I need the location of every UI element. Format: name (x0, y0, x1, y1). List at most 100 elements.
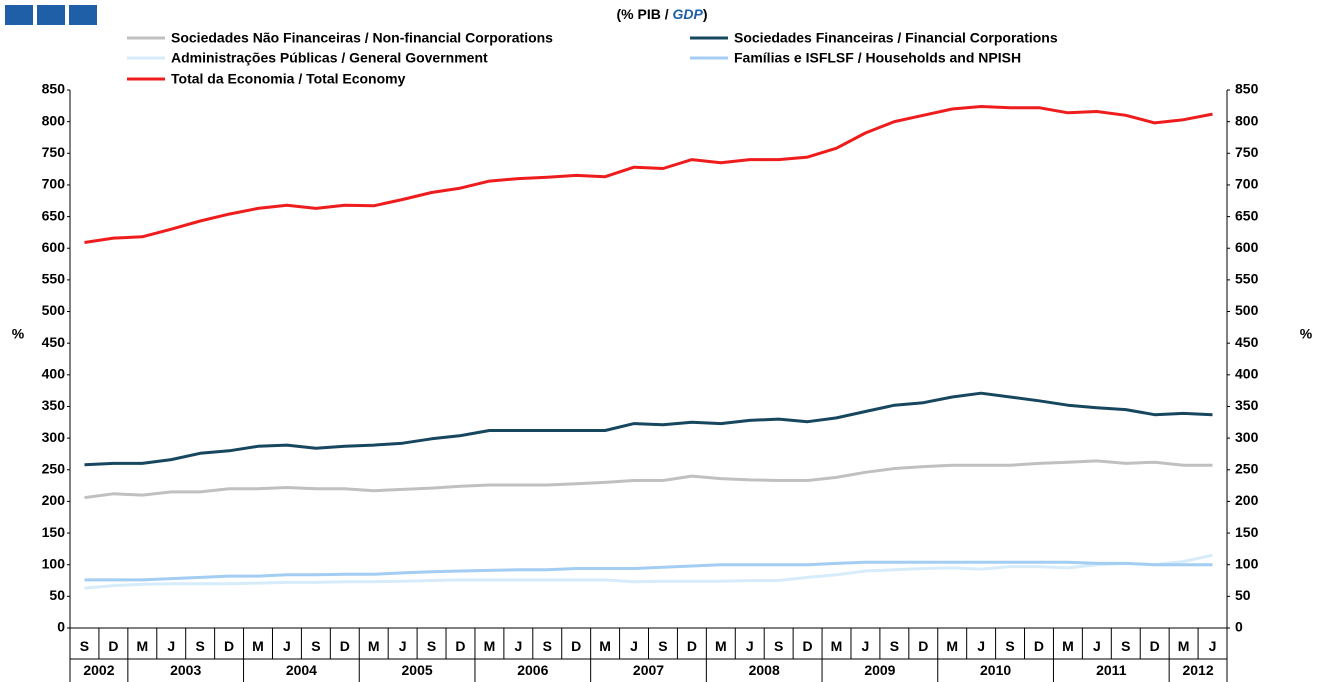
x-tick-label: D (1150, 638, 1160, 654)
year-label: 2006 (517, 662, 548, 678)
y2-tick-label: 150 (1235, 524, 1259, 540)
y-tick-label: 450 (42, 334, 66, 350)
y2-tick-label: 500 (1235, 302, 1259, 318)
y-tick-label: 100 (42, 555, 66, 571)
legend-label: Sociedades Financeiras / Financial Corpo… (734, 30, 1058, 46)
y-axis-label: % (12, 326, 25, 342)
x-tick-label: J (1093, 638, 1101, 654)
x-tick-label: S (1121, 638, 1130, 654)
y2-axis-label: % (1300, 326, 1313, 342)
year-label: 2012 (1182, 662, 1213, 678)
year-label: 2010 (980, 662, 1011, 678)
x-tick-label: M (946, 638, 958, 654)
x-tick-label: J (514, 638, 522, 654)
x-tick-label: D (224, 638, 234, 654)
y-tick-label: 300 (42, 429, 66, 445)
legend-label: Administrações Públicas / General Govern… (171, 50, 488, 66)
logo (5, 5, 97, 25)
series-line (84, 459, 1213, 500)
series-line (84, 391, 1213, 467)
logo-block (5, 5, 33, 25)
x-tick-label: J (1209, 638, 1217, 654)
y-tick-label: 600 (42, 239, 66, 255)
x-tick-label: J (283, 638, 291, 654)
y-tick-label: 0 (57, 619, 65, 635)
x-tick-label: S (195, 638, 204, 654)
x-tick-label: D (455, 638, 465, 654)
year-label: 2005 (402, 662, 433, 678)
y-tick-label: 500 (42, 302, 66, 318)
y2-tick-label: 0 (1235, 619, 1243, 635)
y2-tick-label: 750 (1235, 144, 1259, 160)
y2-tick-label: 350 (1235, 397, 1259, 413)
chart-title: (% PIB / GDP) (616, 6, 707, 22)
x-tick-label: J (167, 638, 175, 654)
x-tick-label: S (658, 638, 667, 654)
x-tick-label: D (1034, 638, 1044, 654)
legend-label: Famílias e ISFLSF / Households and NPISH (734, 50, 1021, 66)
x-tick-label: S (774, 638, 783, 654)
y2-tick-label: 800 (1235, 112, 1259, 128)
y-tick-label: 200 (42, 492, 66, 508)
x-tick-label: J (862, 638, 870, 654)
x-tick-label: J (630, 638, 638, 654)
x-tick-label: D (803, 638, 813, 654)
x-tick-label: M (599, 638, 611, 654)
y2-tick-label: 600 (1235, 239, 1259, 255)
title-emphasis: GDP (673, 6, 704, 22)
x-tick-label: J (746, 638, 754, 654)
x-tick-label: M (1178, 638, 1190, 654)
y2-tick-label: 650 (1235, 207, 1259, 223)
y2-tick-label: 850 (1235, 81, 1259, 97)
y-tick-label: 750 (42, 144, 66, 160)
y-tick-label: 800 (42, 112, 66, 128)
x-tick-label: M (715, 638, 727, 654)
series-line (84, 105, 1213, 244)
year-label: 2009 (864, 662, 895, 678)
year-label: 2011 (1096, 662, 1127, 678)
year-label: 2004 (286, 662, 317, 678)
year-label: 2002 (83, 662, 114, 678)
x-tick-label: M (252, 638, 264, 654)
x-tick-label: S (311, 638, 320, 654)
y-tick-label: 50 (49, 587, 65, 603)
x-tick-label: M (484, 638, 496, 654)
y-tick-label: 700 (42, 176, 66, 192)
y-tick-label: 650 (42, 207, 66, 223)
logo-block (69, 5, 97, 25)
x-tick-label: S (427, 638, 436, 654)
x-tick-label: J (399, 638, 407, 654)
year-label: 2003 (170, 662, 201, 678)
year-label: 2007 (633, 662, 664, 678)
legend-label: Total da Economia / Total Economy (171, 71, 406, 87)
logo-block (37, 5, 65, 25)
x-tick-label: D (918, 638, 928, 654)
y-tick-label: 550 (42, 271, 66, 287)
y2-tick-label: 300 (1235, 429, 1259, 445)
y2-tick-label: 250 (1235, 460, 1259, 476)
y2-tick-label: 200 (1235, 492, 1259, 508)
y2-tick-label: 400 (1235, 366, 1259, 382)
x-tick-label: D (340, 638, 350, 654)
x-tick-label: S (1005, 638, 1014, 654)
series-line (84, 553, 1213, 590)
y-tick-label: 850 (42, 81, 66, 97)
x-tick-label: S (80, 638, 89, 654)
y2-tick-label: 100 (1235, 555, 1259, 571)
y2-tick-label: 50 (1235, 587, 1251, 603)
x-tick-label: M (368, 638, 380, 654)
title-suffix: ) (703, 6, 708, 22)
title-prefix: (% PIB / (616, 6, 668, 22)
y-tick-label: 250 (42, 460, 66, 476)
y-tick-label: 400 (42, 366, 66, 382)
y2-tick-label: 450 (1235, 334, 1259, 350)
x-tick-label: S (890, 638, 899, 654)
x-tick-label: M (136, 638, 148, 654)
x-tick-label: D (108, 638, 118, 654)
x-tick-label: J (977, 638, 985, 654)
y-tick-label: 150 (42, 524, 66, 540)
x-tick-label: D (687, 638, 697, 654)
legend-label: Sociedades Não Financeiras / Non-financi… (171, 30, 553, 46)
year-label: 2008 (749, 662, 780, 678)
